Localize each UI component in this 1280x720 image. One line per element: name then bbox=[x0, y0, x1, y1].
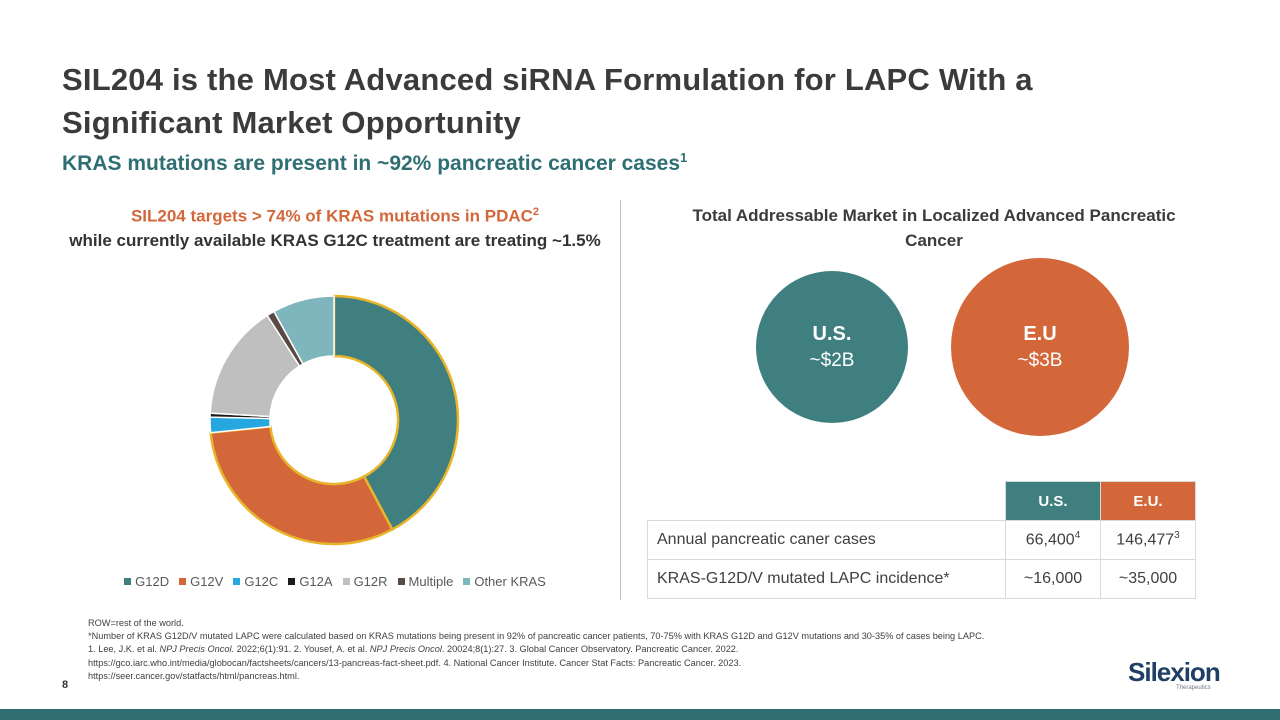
table-cell-label: KRAS-G12D/V mutated LAPC incidence* bbox=[647, 559, 1006, 599]
table-header-blank bbox=[648, 482, 1006, 521]
legend-label: Other KRAS bbox=[474, 574, 546, 589]
ref-text: . 2022;6(1):91. 2. Yousef, A. et al. bbox=[231, 644, 370, 655]
legend-swatch bbox=[124, 578, 132, 585]
legend-label: Multiple bbox=[408, 574, 454, 589]
us-market-circle: U.S. ~$2B bbox=[756, 271, 908, 423]
slide-title: SIL204 is the Most Advanced siRNA Formul… bbox=[62, 62, 1033, 140]
footer-bar bbox=[0, 709, 1280, 720]
legend-label: G12A bbox=[299, 574, 333, 589]
legend-item: Multiple bbox=[397, 574, 454, 589]
ref-journal: NPJ Precis Oncol bbox=[159, 644, 232, 655]
table-cell-eu: 146,4773 bbox=[1100, 520, 1196, 560]
donut-slice-other-kras bbox=[272, 295, 335, 366]
table-header-eu: E.U. bbox=[1100, 481, 1196, 521]
eu-circle-value: ~$3B bbox=[1017, 349, 1063, 371]
heading-accent: SIL204 targets > 74% of KRAS mutations i… bbox=[130, 206, 533, 226]
footnotes: ROW=rest of the world. *Number of KRAS G… bbox=[88, 617, 1108, 683]
us-circle-label: U.S. bbox=[812, 322, 852, 345]
footnote-refs-line1: 1. Lee, J.K. et al. NPJ Precis Oncol. 20… bbox=[88, 643, 1108, 656]
legend-item: Other KRAS bbox=[463, 574, 546, 589]
footnote-refs-line3: https://seer.cancer.gov/statfacts/html/p… bbox=[88, 670, 300, 681]
table-row: KRAS-G12D/V mutated LAPC incidence* ~16,… bbox=[647, 559, 1196, 599]
table-cell-label: Annual pancreatic caner cases bbox=[647, 520, 1006, 560]
legend-item: G12R bbox=[342, 574, 388, 589]
table-header-us: U.S. bbox=[1005, 481, 1101, 521]
vertical-divider bbox=[620, 200, 621, 600]
ref-text: 1. Lee, J.K. et al. bbox=[88, 644, 160, 655]
left-panel-heading: SIL204 targets > 74% of KRAS mutations i… bbox=[62, 200, 608, 253]
legend-swatch bbox=[463, 578, 471, 585]
slide-subtitle: KRAS mutations are present in ~92% pancr… bbox=[62, 150, 687, 176]
chart-legend: G12D G12V G12C G12A G12R Multiple Other KRAS bbox=[62, 574, 608, 589]
subtitle-ref: 1 bbox=[680, 150, 688, 165]
subtitle-text: KRAS mutations are present in ~92% pancr… bbox=[62, 152, 681, 175]
table-cell-us: 66,4004 bbox=[1005, 520, 1101, 560]
cell-ref: 3 bbox=[1174, 530, 1180, 542]
legend-label: G12R bbox=[353, 574, 388, 589]
legend-label: G12D bbox=[135, 574, 170, 589]
eu-market-circle: E.U ~$3B bbox=[951, 258, 1129, 436]
legend-label: G12C bbox=[244, 574, 279, 589]
tam-heading: Total Addressable Market in Localized Ad… bbox=[692, 206, 1176, 250]
us-circle-value: ~$2B bbox=[809, 349, 855, 371]
page-number: 8 bbox=[62, 679, 69, 691]
table-cell-us: ~16,000 bbox=[1005, 559, 1101, 599]
legend-item: G12A bbox=[288, 574, 333, 589]
table-row: Annual pancreatic caner cases 66,4004 14… bbox=[647, 520, 1196, 560]
legend-swatch bbox=[288, 578, 296, 585]
kras-donut-chart bbox=[196, 290, 476, 550]
legend-swatch bbox=[179, 578, 187, 585]
footnote-row-def: ROW=rest of the world. bbox=[88, 618, 184, 628]
legend-item: G12D bbox=[124, 574, 169, 589]
legend-swatch bbox=[342, 578, 350, 585]
legend-swatch bbox=[397, 578, 405, 585]
heading-accent-ref: 2 bbox=[532, 206, 540, 218]
company-logo: Silexion Therapeutics bbox=[1128, 658, 1223, 694]
donut-slice-g12v bbox=[209, 425, 394, 546]
legend-item: G12C bbox=[233, 574, 278, 589]
legend-swatch bbox=[233, 578, 241, 585]
ref-journal: NPJ Precis Oncol bbox=[369, 644, 442, 655]
ref-text: . 20024;8(1):27. 3. Global Cancer Observ… bbox=[441, 644, 739, 655]
footnote-refs-line2: https://gco.iarc.who.int/media/globocan/… bbox=[88, 657, 742, 668]
heading-rest: while currently available KRAS G12C trea… bbox=[69, 230, 601, 250]
legend-label: G12V bbox=[190, 574, 224, 589]
eu-circle-label: E.U bbox=[1023, 322, 1057, 345]
logo-tagline: Therapeutics bbox=[1176, 685, 1211, 691]
logo-wordmark: Silexion bbox=[1128, 657, 1221, 687]
footnote-asterisk: *Number of KRAS G12D/V mutated LAPC were… bbox=[88, 631, 985, 642]
donut-svg bbox=[209, 294, 460, 546]
donut-slice-g12d bbox=[332, 294, 460, 532]
cell-value: 146,477 bbox=[1116, 531, 1175, 549]
market-table: U.S. E.U. Annual pancreatic caner cases … bbox=[647, 481, 1196, 599]
legend-item: G12V bbox=[179, 574, 223, 589]
cell-ref: 4 bbox=[1074, 530, 1081, 542]
cell-value: 66,400 bbox=[1025, 531, 1075, 549]
table-cell-eu: ~35,000 bbox=[1100, 559, 1196, 599]
table-header-row: U.S. E.U. bbox=[648, 481, 1196, 521]
